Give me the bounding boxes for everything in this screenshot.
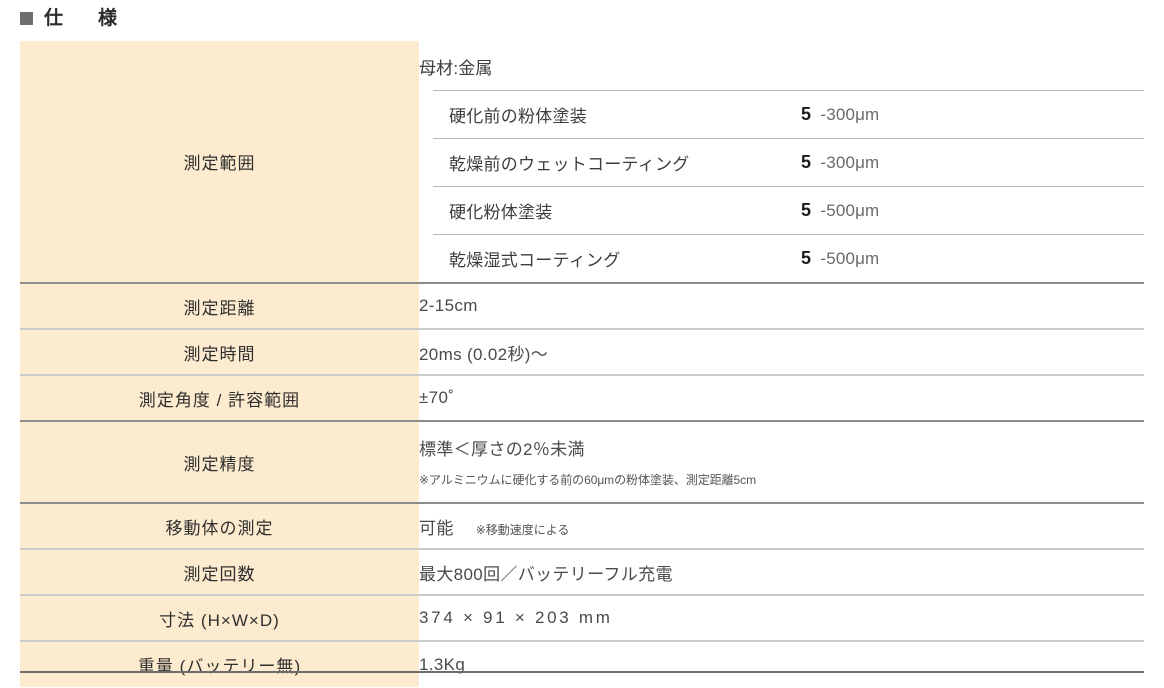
list-item: 硬化前の粉体塗装 5 -300μm (433, 90, 1144, 138)
table-row-measurement-count: 測定回数 最大800回／バッテリーフル充電 (20, 548, 1144, 595)
coating-range-max: -300μm (820, 104, 880, 124)
row-value-weight: 1.3Kg (419, 640, 1144, 687)
row-value-measurement-range: 母材:金属 硬化前の粉体塗装 5 -300μm 乾燥前のウェットコーティング 5… (419, 41, 1144, 283)
row-value-measurement-distance: 2-15cm (419, 282, 1144, 329)
measurement-count-value: 最大800回／バッテリーフル充電 (419, 564, 673, 584)
row-label-dimensions: 寸法 (H×W×D) (20, 594, 419, 641)
list-item: 乾燥湿式コーティング 5 -500μm (433, 234, 1144, 282)
row-value-measurement-angle: ±70˚ (419, 374, 1144, 421)
accuracy-value: 標準＜厚さの2％未満 (419, 440, 585, 459)
table-bottom-rule (20, 671, 1144, 673)
table-row-dimensions: 寸法 (H×W×D) 374 × 91 × 203 mm (20, 594, 1144, 641)
coating-range-max: -300μm (820, 152, 880, 172)
row-label-measurement-range: 測定範囲 (20, 41, 419, 283)
row-value-measurement-count: 最大800回／バッテリーフル充電 (419, 548, 1144, 595)
list-item: 硬化粉体塗装 5 -500μm (433, 186, 1144, 234)
row-label-measurement-count: 測定回数 (20, 548, 419, 595)
row-label-moving-target: 移動体の測定 (20, 502, 419, 549)
table-row-moving-target: 移動体の測定 可能 ※移動速度による (20, 502, 1144, 549)
table-row-measurement-angle: 測定角度 / 許容範囲 ±70˚ (20, 374, 1144, 421)
moving-target-note: ※移動速度による (475, 522, 570, 537)
section-heading-label: 仕 様 (44, 7, 125, 29)
table-row-measurement-accuracy: 測定精度 標準＜厚さの2％未満 ※アルミニウムに硬化する前の60μmの粉体塗装、… (20, 420, 1144, 503)
row-value-moving-target: 可能 ※移動速度による (419, 502, 1144, 549)
measurement-range-list: 硬化前の粉体塗装 5 -300μm 乾燥前のウェットコーティング 5 -300μ… (419, 90, 1144, 282)
specifications-table: 測定範囲 母材:金属 硬化前の粉体塗装 5 -300μm 乾燥前のウェットコーテ… (20, 41, 1144, 687)
coating-range-min: 5 (801, 200, 812, 220)
measurement-distance-value: 2-15cm (419, 296, 478, 315)
coating-range-max: -500μm (820, 248, 880, 268)
coating-type-label: 硬化前の粉体塗装 (449, 107, 588, 126)
dimensions-value: 374 × 91 × 203 mm (419, 608, 613, 627)
measurement-range-base-material: 母材:金属 (419, 59, 493, 78)
table-row-measurement-time: 測定時間 20ms (0.02秒)〜 (20, 328, 1144, 375)
row-label-measurement-angle: 測定角度 / 許容範囲 (20, 374, 419, 421)
table-row-measurement-distance: 測定距離 2-15cm (20, 282, 1144, 329)
measurement-time-value: 20ms (0.02秒)〜 (419, 344, 549, 364)
row-label-measurement-accuracy: 測定精度 (20, 420, 419, 503)
row-label-weight: 重量 (バッテリー無) (20, 640, 419, 687)
coating-type-label: 硬化粉体塗装 (449, 203, 553, 222)
coating-range-min: 5 (801, 248, 812, 268)
coating-range-max: -500μm (820, 200, 880, 220)
coating-range-min: 5 (801, 104, 812, 124)
coating-type-label: 乾燥湿式コーティング (449, 251, 621, 270)
row-value-measurement-time: 20ms (0.02秒)〜 (419, 328, 1144, 375)
accuracy-note: ※アルミニウムに硬化する前の60μmの粉体塗装、測定距離5cm (419, 473, 757, 487)
specifications-table-body: 測定範囲 母材:金属 硬化前の粉体塗装 5 -300μm 乾燥前のウェットコーテ… (20, 41, 1144, 687)
coating-type-label: 乾燥前のウェットコーティング (449, 155, 690, 174)
filled-square-bullet-icon (20, 11, 33, 25)
measurement-angle-value: ±70˚ (419, 388, 455, 407)
row-value-dimensions: 374 × 91 × 203 mm (419, 594, 1144, 641)
row-label-measurement-time: 測定時間 (20, 328, 419, 375)
table-row-measurement-range: 測定範囲 母材:金属 硬化前の粉体塗装 5 -300μm 乾燥前のウェットコーテ… (20, 41, 1144, 283)
table-row-weight: 重量 (バッテリー無) 1.3Kg (20, 640, 1144, 687)
row-label-measurement-distance: 測定距離 (20, 282, 419, 329)
section-heading: 仕 様 (20, 4, 125, 32)
row-value-measurement-accuracy: 標準＜厚さの2％未満 ※アルミニウムに硬化する前の60μmの粉体塗装、測定距離5… (419, 420, 1144, 503)
list-item: 乾燥前のウェットコーティング 5 -300μm (433, 138, 1144, 186)
weight-value: 1.3Kg (419, 654, 466, 674)
coating-range-min: 5 (801, 152, 812, 172)
moving-target-value: 可能 (419, 518, 454, 538)
